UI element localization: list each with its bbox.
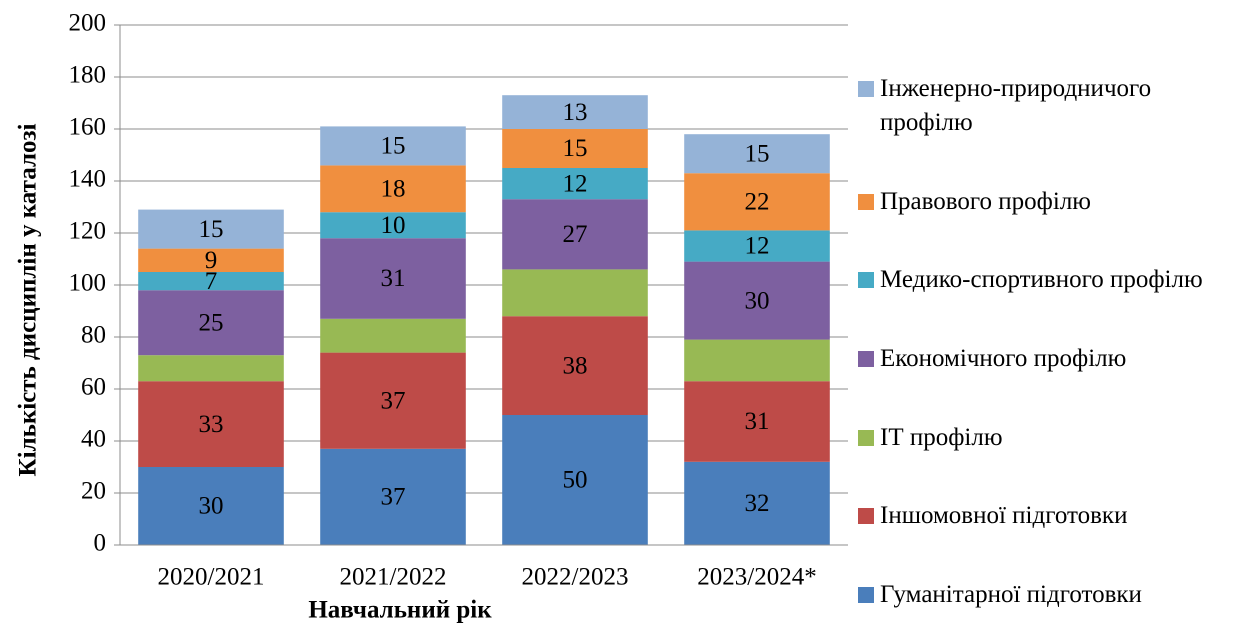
data-label: 9: [205, 247, 218, 274]
x-axis-title: Навчальний рік: [308, 597, 492, 624]
bar-segment: [502, 168, 648, 200]
data-label: 7: [205, 268, 218, 295]
data-label: 31: [381, 265, 406, 292]
bar-segment: [320, 212, 466, 239]
y-tick-label: 20: [81, 478, 106, 505]
bar-segment: [684, 381, 830, 462]
bar-segment: [684, 173, 830, 231]
legend-swatch: [858, 429, 874, 446]
legend-label: ІТ профілю: [880, 423, 1003, 451]
y-axis-title: Кількість дисциплін у каталозі: [15, 123, 42, 476]
x-tick-label: 2020/2021: [158, 564, 265, 591]
data-label: 33: [199, 411, 224, 438]
data-label: 37: [381, 484, 406, 511]
data-label: 38: [563, 352, 588, 379]
data-label: 50: [563, 467, 588, 494]
bar-segment: [502, 129, 648, 168]
bar-segment: [138, 381, 284, 467]
y-tick-label: 120: [69, 218, 107, 245]
bar-segment: [320, 352, 466, 449]
data-label: 22: [745, 189, 770, 216]
legend-item: Економічного профілю: [858, 342, 1238, 376]
y-tick-label: 200: [69, 10, 107, 37]
legend-item: ІТ профілю: [858, 421, 1238, 455]
bar-segment: [138, 467, 284, 545]
x-tick-label: 2022/2023: [522, 564, 629, 591]
bar-segment: [684, 339, 830, 382]
bar-segment: [320, 165, 466, 213]
y-tick-label: 60: [81, 374, 106, 401]
bar-segment: [502, 95, 648, 129]
data-label: 27: [563, 221, 588, 248]
data-label: 30: [199, 493, 224, 520]
legend-label: Економічного профілю: [880, 344, 1127, 372]
legend-item: Гуманітарної підготовки: [858, 578, 1238, 612]
legend-item: Іншомовної підготовки: [858, 499, 1238, 533]
data-label: 15: [381, 133, 406, 160]
bar-segment: [502, 199, 648, 270]
chart: Навчальний рік Кількість дисциплін у кат…: [15, 10, 848, 624]
bar-segment: [684, 230, 830, 262]
legend-label: Гуманітарної підготовки: [880, 580, 1142, 608]
y-tick-label: 180: [69, 62, 107, 89]
bar-segment: [502, 316, 648, 415]
data-label: 18: [381, 176, 406, 203]
bar-segment: [138, 290, 284, 356]
bar-segment: [320, 318, 466, 353]
data-label: 15: [199, 216, 224, 243]
data-label: 15: [745, 140, 770, 167]
y-tick-label: 80: [81, 322, 106, 349]
y-tick-label: 160: [69, 114, 107, 141]
x-tick-label: 2021/2022: [340, 564, 447, 591]
y-tick-label: 40: [81, 426, 106, 453]
bar-segment: [684, 261, 830, 340]
legend-swatch: [858, 81, 874, 97]
bar-segment: [138, 209, 284, 249]
data-label: 15: [563, 135, 588, 162]
legend-label: Іншомовної підготовки: [880, 502, 1128, 530]
bar-segment: [320, 448, 466, 545]
bar-segment: [320, 126, 466, 166]
legend-swatch: [858, 350, 874, 367]
y-tick-label: 0: [94, 530, 107, 557]
bar-segment: [138, 355, 284, 382]
legend-item: Медико-спортивного профілю: [858, 263, 1238, 297]
legend-item: Правового профілю: [858, 185, 1238, 219]
legend: Інженерно-природничого профілю Правового …: [858, 72, 1238, 612]
bar-segment: [684, 134, 830, 174]
bar-segment: [320, 238, 466, 319]
legend-item: Інженерно-природничого профілю: [858, 72, 1238, 140]
legend-label: Правового профілю: [880, 187, 1091, 215]
bar-segment: [684, 461, 830, 545]
legend-label: Інженерно-природничого профілю: [880, 75, 1152, 136]
legend-swatch: [858, 508, 874, 525]
bar-segment: [502, 269, 648, 317]
y-tick-label: 140: [69, 166, 107, 193]
data-label: 13: [563, 99, 588, 126]
legend-label: Медико-спортивного профілю: [880, 266, 1203, 294]
data-label: 25: [199, 309, 224, 336]
data-label: 31: [745, 408, 770, 435]
data-label: 10: [381, 212, 406, 239]
data-label: 37: [381, 387, 406, 414]
legend-swatch: [858, 193, 874, 210]
data-label: 30: [745, 287, 770, 314]
bar-segment: [138, 272, 284, 291]
bar-segment: [138, 248, 284, 272]
data-label: 32: [745, 490, 770, 517]
legend-swatch: [858, 586, 874, 603]
data-label: 12: [745, 233, 770, 260]
y-tick-label: 100: [69, 270, 107, 297]
x-tick-label: 2023/2024*: [697, 564, 816, 591]
data-label: 12: [563, 170, 588, 197]
legend-swatch: [858, 272, 874, 289]
bar-segment: [502, 415, 648, 545]
